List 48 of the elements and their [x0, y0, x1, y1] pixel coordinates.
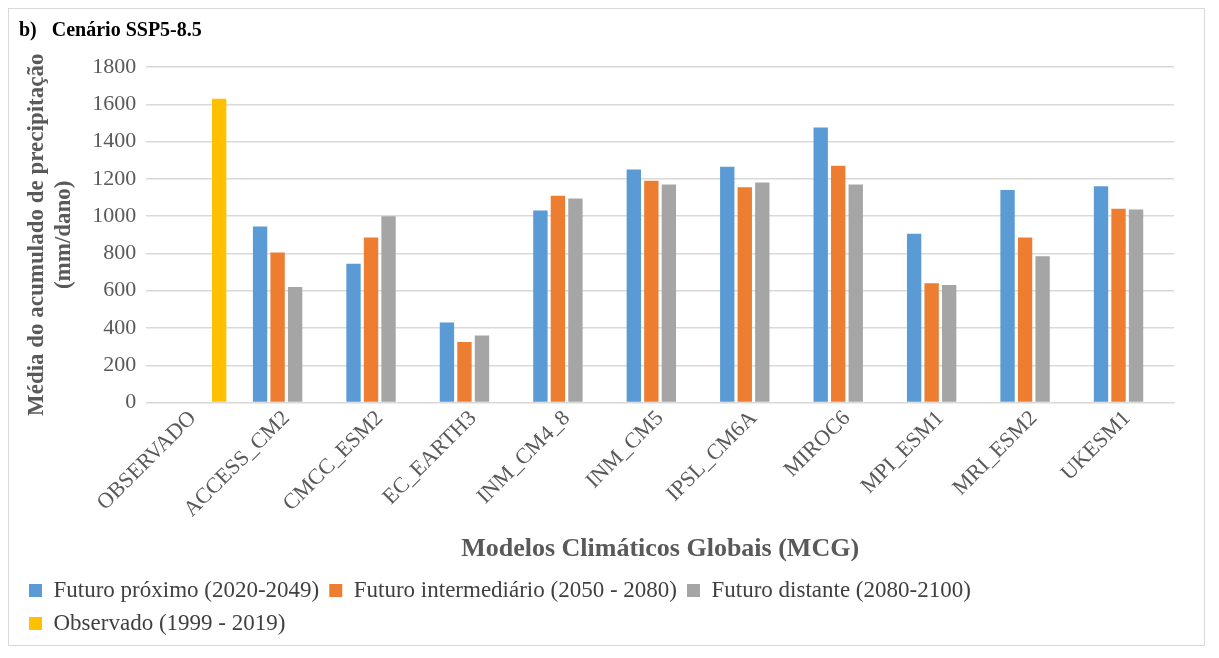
bar [1128, 209, 1144, 402]
bar [550, 195, 566, 402]
bar [346, 263, 361, 402]
y-tick-label: 400 [103, 313, 137, 339]
bar [644, 180, 659, 402]
bar [381, 216, 396, 402]
bar [924, 283, 939, 402]
y-tick-label: 800 [103, 239, 137, 265]
bar [1017, 237, 1033, 402]
bar [941, 285, 957, 402]
bar [287, 286, 303, 402]
bar [755, 182, 770, 402]
bar [831, 165, 846, 402]
legend-label: Futuro intermediário (2050 - 2080) [353, 576, 677, 602]
y-tick-label: 1000 [92, 201, 137, 227]
legend-label: Futuro próximo (2020-2049) [53, 576, 320, 602]
bar [439, 322, 455, 402]
bar [848, 184, 863, 402]
bar [661, 184, 677, 402]
bar [457, 341, 472, 402]
bar [270, 252, 285, 402]
y-tick-label: 200 [103, 351, 137, 377]
bar [568, 198, 583, 402]
bar [252, 226, 268, 402]
bar [906, 233, 922, 402]
y-tick-label: 0 [125, 388, 137, 414]
y-axis-title: Média do acumulado de precipitação (mm/dano) [22, 53, 76, 417]
bar [720, 166, 735, 402]
legend-label: Futuro distante (2080-2100) [711, 576, 971, 602]
bar [1035, 256, 1050, 402]
y-tick-label: 1200 [92, 164, 137, 190]
bar [813, 127, 828, 402]
y-tick-label: 600 [103, 276, 137, 302]
bar [212, 98, 227, 402]
bar [1000, 190, 1015, 402]
legend-label: Observado (1999 - 2019) [53, 609, 286, 635]
bar [626, 169, 641, 402]
chart-title: b) Cenário SSP5-8.5 [19, 18, 202, 42]
bar [737, 187, 752, 402]
bar [1093, 186, 1109, 402]
bar [474, 335, 490, 402]
y-tick-label: 1400 [92, 127, 137, 153]
bar [363, 237, 379, 402]
y-tick-label: 1600 [92, 90, 137, 116]
bar [1111, 208, 1126, 402]
bar [533, 210, 548, 402]
y-tick-label: 1800 [92, 52, 137, 78]
x-axis-title: Modelos Climáticos Globais (MCG) [461, 533, 860, 563]
